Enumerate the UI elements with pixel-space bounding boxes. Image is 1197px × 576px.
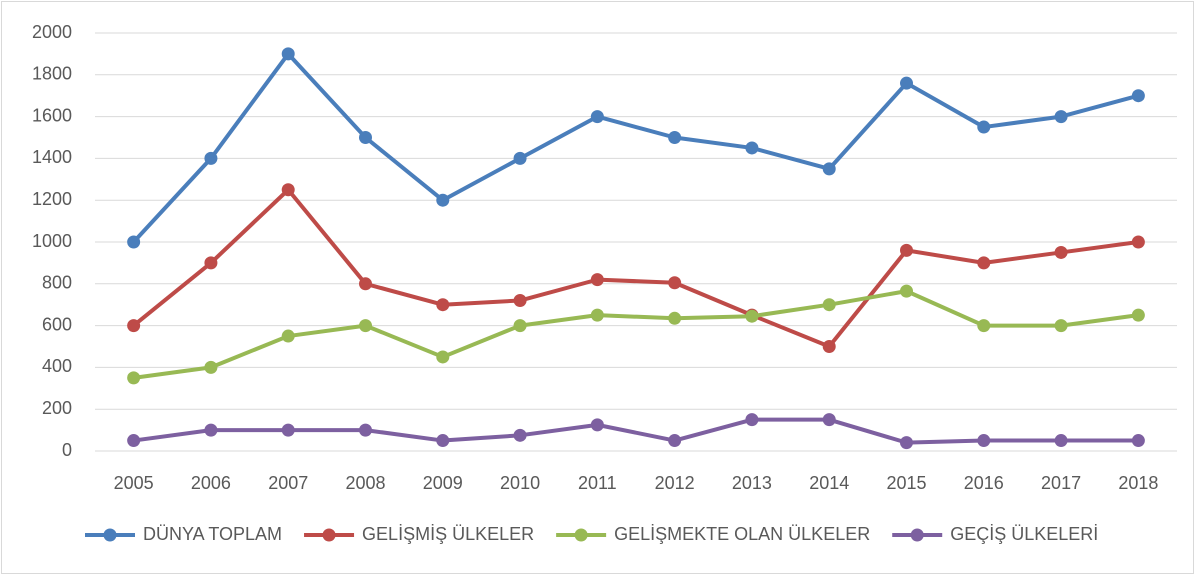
- data-point: [359, 423, 372, 437]
- data-point: [436, 434, 450, 448]
- data-point: [668, 434, 682, 448]
- data-point: [977, 319, 991, 333]
- data-point: [822, 340, 836, 353]
- data-point: [127, 434, 141, 448]
- data-point: [513, 319, 527, 333]
- data-point: [1054, 434, 1068, 448]
- legend-label: GELİŞMEKTE OLAN ÜLKELER: [614, 524, 870, 544]
- y-tick-label: 200: [42, 398, 72, 418]
- data-point: [436, 193, 450, 207]
- series-line: [133, 289, 1139, 380]
- y-tick-label: 2000: [32, 22, 72, 42]
- data-point: [745, 141, 759, 155]
- data-point: [900, 243, 913, 257]
- x-tick-label: 2007: [268, 473, 308, 493]
- data-point: [977, 256, 991, 270]
- data-point: [281, 423, 295, 437]
- data-point: [281, 329, 295, 343]
- data-point: [977, 434, 991, 448]
- data-point: [204, 256, 218, 270]
- data-point: [1131, 235, 1145, 249]
- data-point: [900, 284, 913, 298]
- series-line: [132, 187, 1139, 349]
- data-point: [590, 273, 604, 287]
- data-point: [359, 277, 372, 291]
- y-tick-label: 1400: [32, 147, 72, 167]
- y-tick-label: 1800: [32, 64, 72, 84]
- y-tick-label: 600: [42, 314, 72, 334]
- data-point: [127, 319, 141, 333]
- x-tick-label: 2014: [809, 473, 849, 493]
- data-point: [745, 309, 759, 323]
- y-tick-label: 0: [62, 440, 72, 460]
- data-point: [127, 235, 141, 249]
- x-tick-label: 2015: [886, 473, 926, 493]
- data-point: [822, 162, 836, 176]
- data-point: [204, 423, 218, 437]
- series-line: [132, 51, 1139, 244]
- legend-marker: [910, 528, 924, 542]
- data-point: [1054, 319, 1068, 333]
- x-tick-label: 2010: [500, 473, 540, 493]
- data-point: [822, 298, 836, 312]
- data-point: [745, 413, 759, 427]
- x-tick-label: 2016: [964, 473, 1004, 493]
- legend-label: DÜNYA TOPLAM: [143, 524, 282, 544]
- y-tick-label: 1200: [32, 189, 72, 209]
- data-point: [281, 47, 295, 61]
- legend-marker: [322, 528, 336, 542]
- data-point: [204, 151, 218, 165]
- data-point: [900, 76, 913, 90]
- data-point: [1054, 245, 1068, 259]
- y-tick-label: 1600: [32, 105, 72, 125]
- data-point: [513, 151, 527, 165]
- data-point: [590, 110, 604, 124]
- x-tick-label: 2006: [191, 473, 231, 493]
- data-point: [1054, 110, 1068, 124]
- data-point: [513, 294, 527, 308]
- x-tick-label: 2008: [345, 473, 385, 493]
- data-point: [1131, 308, 1145, 322]
- data-point: [900, 436, 913, 450]
- x-tick-label: 2012: [655, 473, 695, 493]
- data-point: [281, 183, 295, 197]
- x-tick-label: 2017: [1041, 473, 1081, 493]
- data-point: [204, 360, 218, 374]
- legend-marker: [103, 528, 117, 542]
- x-tick-label: 2005: [114, 473, 154, 493]
- data-point: [668, 276, 682, 290]
- data-point: [1131, 434, 1145, 448]
- legend-marker: [574, 528, 588, 542]
- data-point: [668, 311, 682, 325]
- legend-label: GELİŞMİŞ ÜLKELER: [362, 524, 534, 544]
- data-point: [977, 120, 991, 134]
- y-tick-label: 400: [42, 356, 72, 376]
- data-point: [359, 131, 372, 144]
- data-point: [436, 298, 450, 312]
- x-tick-label: 2011: [578, 473, 617, 493]
- data-point: [1131, 89, 1145, 103]
- data-point: [668, 131, 682, 144]
- data-point: [127, 371, 141, 385]
- data-point: [436, 350, 450, 364]
- legend-label: GEÇİŞ ÜLKELERİ: [950, 524, 1098, 544]
- data-point: [590, 308, 604, 322]
- x-tick-label: 2018: [1118, 473, 1158, 493]
- data-point: [590, 418, 604, 432]
- x-tick-label: 2009: [423, 473, 463, 493]
- data-point: [359, 319, 372, 333]
- data-point: [822, 413, 836, 427]
- x-tick-label: 2013: [732, 473, 772, 493]
- series-line: [133, 417, 1139, 445]
- data-point: [513, 428, 527, 442]
- y-tick-label: 800: [42, 273, 72, 293]
- y-tick-label: 1000: [32, 231, 72, 251]
